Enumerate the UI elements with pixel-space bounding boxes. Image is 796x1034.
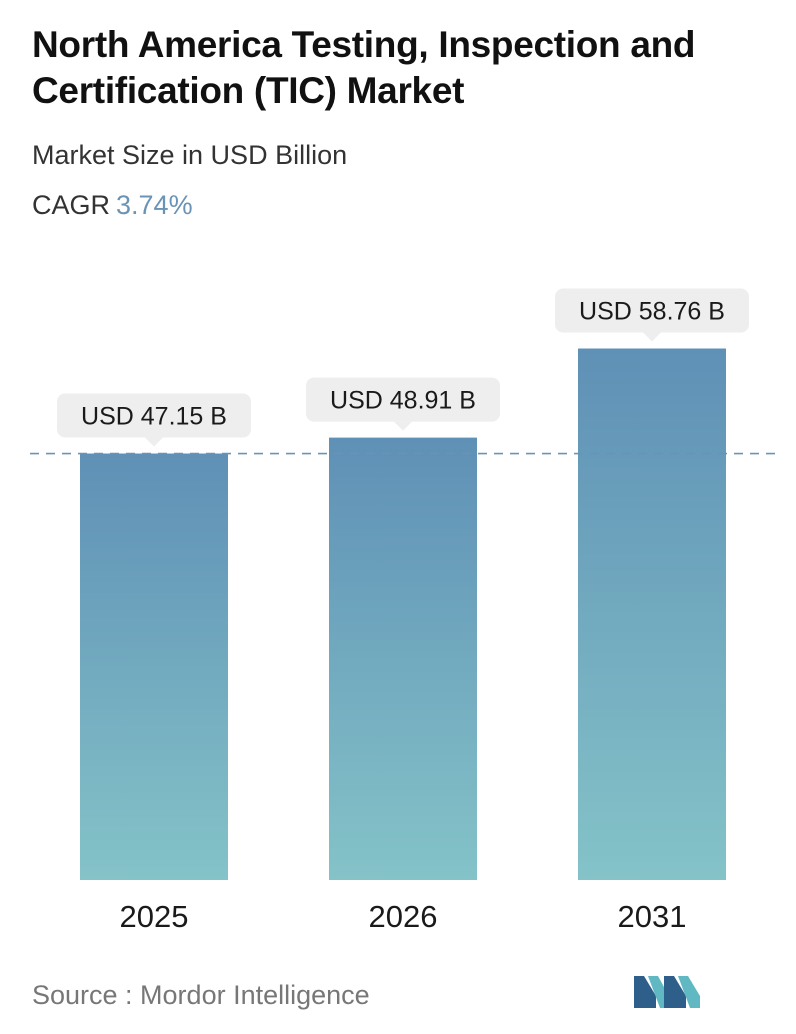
value-label-pointer <box>643 332 661 342</box>
source-note: Source : Mordor Intelligence <box>32 980 370 1010</box>
value-label-2025: USD 47.15 B <box>57 393 251 447</box>
bar-2025 <box>80 453 228 880</box>
mordor-intelligence-logo <box>634 976 700 1008</box>
value-label-2031: USD 58.76 B <box>555 288 749 342</box>
x-tick-label-2025: 2025 <box>120 899 189 934</box>
cagr-row: CAGR 3.74% <box>32 190 193 221</box>
value-label-text: USD 48.91 B <box>330 387 476 415</box>
chart-subtitle: Market Size in USD Billion <box>32 140 348 170</box>
value-label-text: USD 47.15 B <box>81 403 227 431</box>
value-label-2026: USD 48.91 B <box>306 377 500 431</box>
bar-chart: USD 47.15 B USD 48.91 B USD 58.76 B 2025 202… <box>30 288 782 934</box>
cagr-value: 3.74% <box>116 190 193 220</box>
bar-2031 <box>578 348 726 880</box>
value-label-box <box>306 377 500 422</box>
x-tick-label-2026: 2026 <box>369 899 438 934</box>
value-label-box <box>57 393 251 438</box>
value-label-box <box>555 288 749 333</box>
value-label-pointer <box>394 421 412 431</box>
bar-2026 <box>329 437 477 880</box>
value-label-pointer <box>145 437 163 447</box>
x-tick-label-2031: 2031 <box>618 899 687 934</box>
cagr-label: CAGR <box>32 190 111 220</box>
chart-title: North America Testing, Inspection and Ce… <box>32 24 696 111</box>
value-label-text: USD 58.76 B <box>579 298 725 326</box>
